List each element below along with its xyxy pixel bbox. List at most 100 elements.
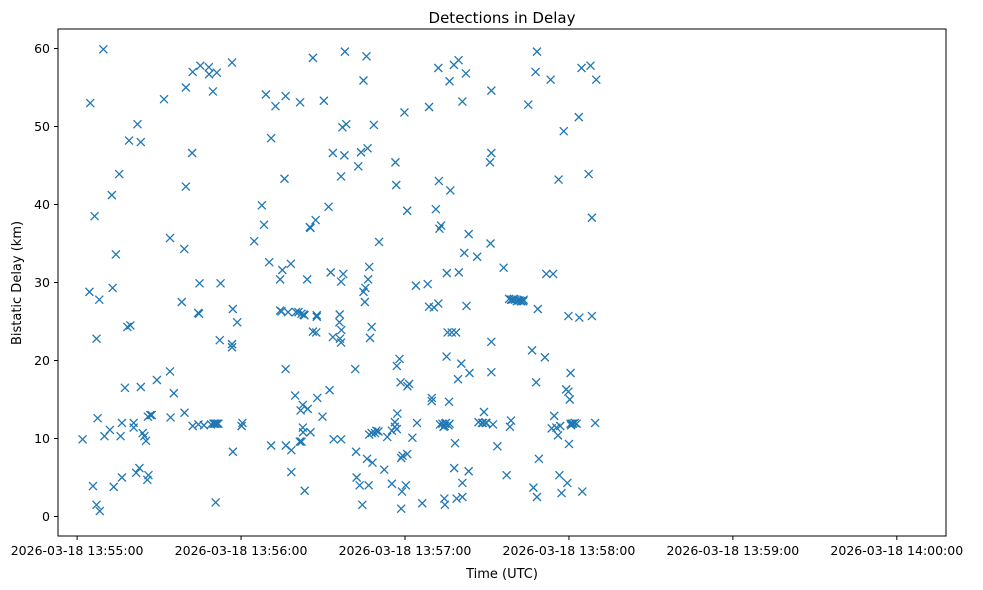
data-point-marker (312, 310, 322, 320)
x-tick-label: 2026-03-18 13:55:00 (11, 543, 144, 558)
data-point-marker (449, 463, 459, 473)
data-point-marker (311, 327, 321, 337)
data-point-marker (454, 55, 464, 65)
data-point-marker (84, 287, 94, 297)
data-point-marker (303, 404, 313, 414)
data-point-marker (188, 421, 198, 431)
data-point-marker (546, 75, 556, 85)
data-point-marker (212, 419, 222, 429)
data-point-marker (457, 97, 467, 106)
data-point-marker (397, 487, 407, 496)
data-point-marker (117, 473, 127, 482)
plot-area: 2026-03-18 13:55:00 2026-03-18 13:56:00 20… (11, 28, 963, 558)
data-point-marker (390, 157, 400, 167)
data-point-marker (227, 339, 237, 349)
x-tick-label: 2026-03-18 13:57:00 (339, 543, 472, 558)
data-point-marker (486, 337, 496, 347)
data-point-marker (404, 379, 414, 389)
data-point-marker (169, 388, 179, 398)
data-point-marker (565, 395, 575, 404)
data-point-marker (290, 391, 300, 401)
data-point-marker (350, 364, 360, 374)
data-point-marker (392, 361, 402, 371)
plot-frame (57, 28, 947, 537)
data-point-marker (445, 186, 455, 195)
data-point-marker (485, 157, 495, 167)
data-point-marker (227, 342, 237, 352)
data-point-marker (433, 63, 443, 73)
data-point-marker (396, 377, 406, 387)
data-point-marker (533, 304, 543, 314)
data-point-marker (336, 171, 346, 181)
data-point-marker (486, 367, 496, 377)
data-point-marker (360, 297, 370, 307)
data-point-marker (131, 468, 141, 478)
data-point-marker (299, 310, 309, 320)
data-point-marker (574, 313, 584, 323)
data-point-marker (204, 62, 214, 72)
data-point-marker (180, 408, 189, 418)
data-point-marker (259, 220, 269, 230)
data-point-marker (228, 304, 238, 314)
data-point-marker (319, 96, 329, 106)
data-point-marker (129, 418, 139, 428)
data-point-marker (211, 498, 221, 507)
data-point-marker (306, 427, 315, 437)
data-point-marker (541, 269, 551, 279)
y-tick-label: 0 (42, 509, 50, 524)
data-point-marker (139, 431, 149, 441)
data-point-marker (395, 354, 404, 364)
data-point-marker (363, 143, 373, 153)
data-point-marker (590, 418, 600, 428)
data-point-marker (572, 419, 582, 429)
data-points (78, 44, 601, 516)
data-point-marker (194, 309, 204, 319)
data-point-marker (152, 375, 162, 385)
data-point-marker (396, 453, 406, 463)
data-point-marker (296, 437, 306, 447)
data-point-marker (465, 368, 474, 378)
data-point-marker (165, 233, 175, 243)
data-point-marker (329, 434, 339, 444)
data-point-marker (308, 53, 318, 63)
data-point-marker (554, 470, 564, 480)
data-point-marker (312, 393, 322, 403)
data-point-marker (356, 147, 366, 157)
data-point-marker (211, 419, 221, 429)
data-point-marker (328, 332, 338, 342)
data-point-marker (93, 413, 103, 423)
data-point-marker (486, 148, 496, 158)
data-point-marker (454, 267, 464, 277)
x-tick-label: 2026-03-18 13:59:00 (666, 543, 799, 558)
data-point-marker (92, 500, 101, 510)
data-point-marker (228, 447, 238, 457)
data-point-marker (374, 427, 383, 436)
data-point-marker (78, 434, 88, 444)
data-point-marker (355, 480, 365, 490)
data-point-marker (232, 317, 242, 327)
data-point-marker (555, 421, 565, 431)
y-tick-label: 40 (34, 197, 50, 212)
data-point-marker (166, 412, 176, 422)
data-point-marker (519, 295, 529, 305)
data-point-marker (181, 182, 191, 192)
data-point-marker (143, 470, 153, 480)
data-point-marker (587, 213, 597, 223)
data-point-marker (136, 382, 146, 392)
data-point-marker (351, 447, 361, 457)
data-point-marker (257, 200, 267, 210)
data-point-marker (367, 428, 377, 438)
data-point-marker (124, 136, 134, 145)
data-point-marker (591, 75, 601, 85)
data-point-marker (266, 133, 276, 143)
data-point-marker (502, 470, 512, 480)
data-point-marker (95, 506, 105, 516)
data-point-marker (212, 68, 222, 78)
x-tick-label: 2026-03-18 13:56:00 (175, 543, 308, 558)
data-point-marker (133, 119, 142, 129)
data-point-marker (461, 69, 471, 78)
data-point-marker (94, 295, 104, 305)
data-point-marker (261, 90, 271, 99)
data-point-marker (548, 269, 558, 279)
data-point-marker (125, 320, 135, 330)
